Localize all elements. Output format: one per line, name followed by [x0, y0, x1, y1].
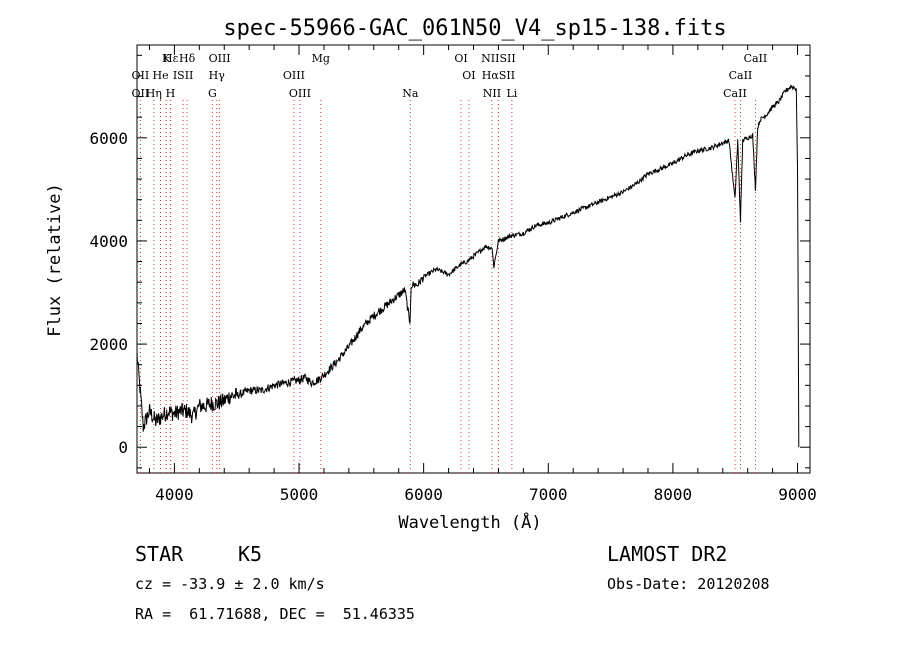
axis-ticks: 4000 5000 6000 7000 8000 9000 0 2000 4000 6000	[89, 45, 817, 504]
spectrum-line	[136, 83, 800, 448]
line-marker-label: OI	[454, 52, 467, 65]
y-tick-label: 2000	[89, 335, 128, 354]
line-marker-label: OIII	[283, 69, 305, 82]
x-tick-label: 4000	[155, 485, 194, 504]
x-tick-label: 5000	[280, 485, 319, 504]
chart-title: spec-55966-GAC_061N50_V4_sp15-138.fits	[223, 16, 726, 41]
line-marker-label: CaII	[744, 52, 768, 65]
x-tick-label: 7000	[529, 485, 568, 504]
coordinates-text: RA = 61.71688, DEC = 51.46335	[135, 605, 415, 623]
line-marker-label: OIII	[289, 87, 311, 100]
x-tick-label: 9000	[778, 485, 817, 504]
x-axis-label: Wavelength (Å)	[398, 511, 541, 533]
line-marker-label: OII	[132, 87, 150, 100]
line-marker-label: ISII	[173, 69, 194, 82]
line-marker-label: Mg	[312, 52, 330, 65]
line-marker-label: H	[166, 87, 176, 100]
line-marker-label: CaII	[723, 87, 747, 100]
y-tick-label: 4000	[89, 232, 128, 251]
line-marker-label: CaII	[729, 69, 753, 82]
line-marker-label: OIII	[209, 52, 231, 65]
line-marker-label: Li	[506, 87, 517, 100]
line-marker-label: G	[208, 87, 217, 100]
line-marker-label: Hη	[146, 87, 162, 100]
survey-name: LAMOST DR2	[607, 542, 728, 566]
line-marker-label: He	[153, 69, 169, 82]
y-axis-label: Flux (relative)	[45, 183, 65, 337]
y-tick-label: 6000	[89, 129, 128, 148]
line-marker-label: NII	[483, 87, 501, 100]
x-tick-label: 6000	[404, 485, 443, 504]
line-marker-label: HαSII	[482, 69, 515, 82]
object-subclass: K5	[238, 542, 263, 566]
line-marker-label: Na	[402, 87, 419, 100]
line-marker-label: Hε	[163, 52, 179, 65]
line-marker-label: K	[162, 52, 171, 65]
line-markers: HεK Hδ OIII Mg OI NIISII CaII OII He ISII Hγ OIII OI…	[132, 52, 768, 473]
y-tick-label: 0	[118, 438, 128, 457]
obs-date: Obs-Date: 20120208	[607, 575, 770, 593]
x-tick-label: 8000	[654, 485, 693, 504]
line-marker-label: Hδ	[179, 52, 196, 65]
line-marker-label: OI	[462, 69, 475, 82]
line-marker-label: NIISII	[481, 52, 516, 65]
line-marker-label: Hγ	[209, 69, 226, 82]
redshift-text: cz = -33.9 ± 2.0 km/s	[135, 575, 325, 593]
object-class: STAR	[135, 542, 184, 566]
